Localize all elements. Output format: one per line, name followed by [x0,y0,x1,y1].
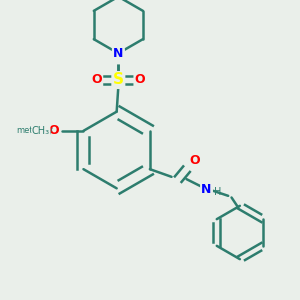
Text: O: O [48,124,59,137]
Text: CH₃: CH₃ [32,126,50,136]
Text: H: H [214,187,221,197]
Text: N: N [113,50,124,63]
Text: N: N [201,183,212,196]
Text: O: O [135,74,145,86]
Text: S: S [113,73,124,88]
Text: O: O [190,154,200,167]
Text: N: N [113,47,124,60]
Text: O: O [92,74,102,86]
Text: methoxy: methoxy [17,126,54,135]
